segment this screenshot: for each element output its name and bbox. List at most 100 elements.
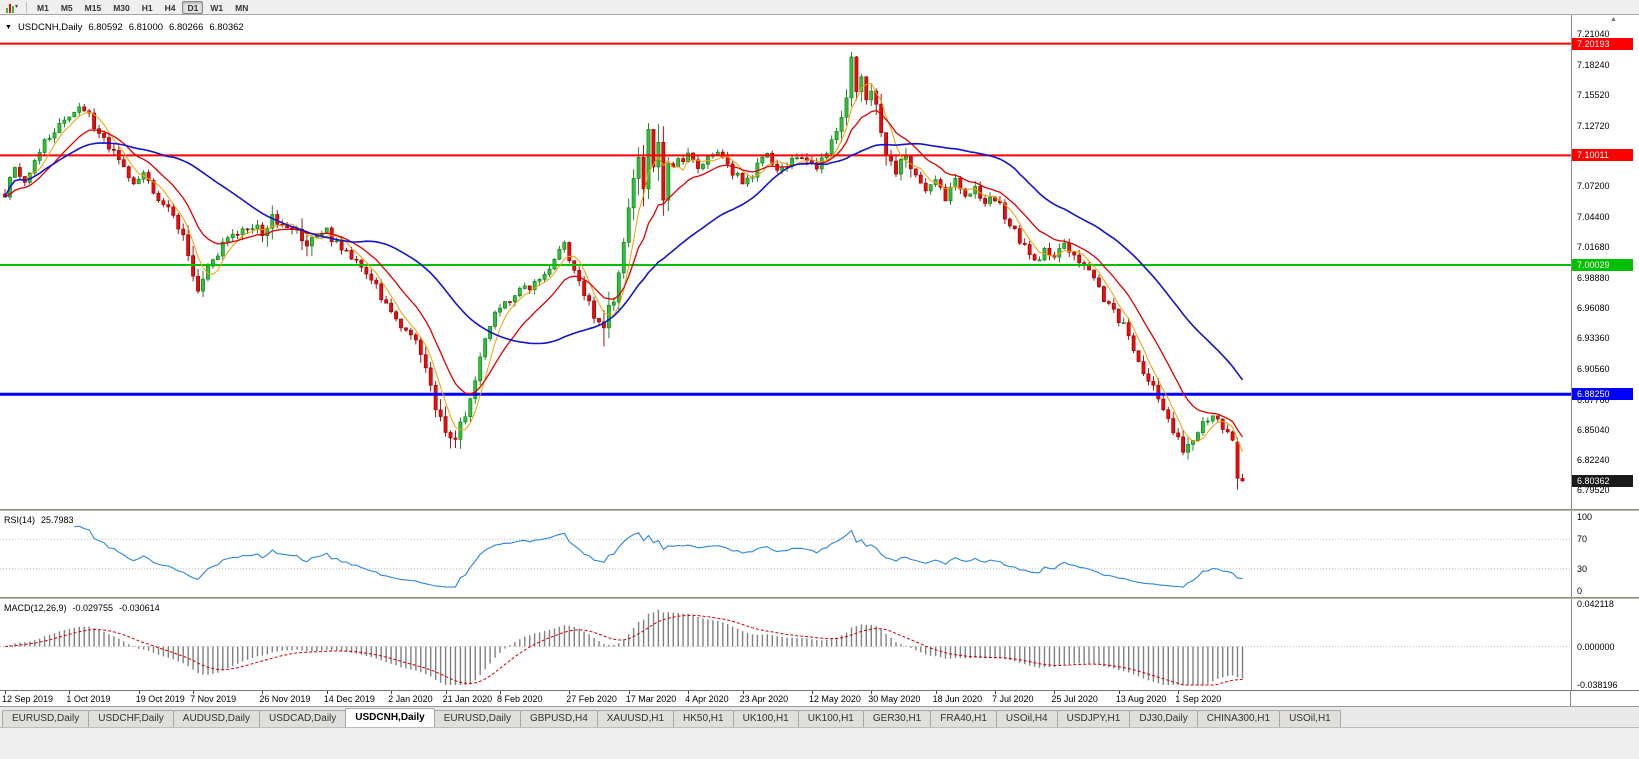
candle-down	[894, 160, 898, 175]
chart-tab-usdchf-daily[interactable]: USDCHF,Daily	[88, 710, 174, 727]
chart-tab-eurusd-daily[interactable]: EURUSD,Daily	[2, 710, 90, 727]
price-axis-label: 7.18240	[1577, 60, 1610, 71]
chart-tab-china300-h1[interactable]: CHINA300,H1	[1196, 710, 1281, 727]
candle-up	[621, 241, 626, 274]
candle-down	[507, 301, 512, 303]
rsi-axis-label: 100	[1577, 512, 1593, 522]
date-tick	[742, 691, 744, 694]
date-axis-label: 19 Oct 2019	[135, 694, 185, 704]
chart-tab-usdcad-daily[interactable]: USDCAD,Daily	[259, 710, 347, 727]
main-chart-panel[interactable]: ▼ USDCNH,Daily 6.80592 6.81000 6.80266 6…	[0, 15, 1639, 509]
macd-signal-line	[4, 614, 1243, 686]
macd-panel[interactable]: MACD(12,26,9) -0.029755 -0.030614 0.0421…	[0, 599, 1639, 690]
macd-axis-label: 0.042118	[1577, 599, 1614, 609]
candle-down	[1176, 432, 1181, 438]
chart-tab-hk50-h1[interactable]: HK50,H1	[673, 710, 734, 727]
chart-type-dropdown[interactable]: ▾	[3, 2, 21, 13]
candlestick-chart[interactable]	[0, 15, 1571, 509]
macd-axis: 0.042118 0.000000 -0.038196	[1571, 599, 1639, 690]
candle-down	[814, 162, 819, 170]
date-axis-label: 1 Oct 2019	[66, 694, 111, 704]
candle-down	[577, 270, 582, 282]
candle-up	[57, 123, 62, 134]
timeframe-button-mn[interactable]: MN	[235, 2, 249, 13]
candle-down	[245, 228, 250, 231]
candlestick-chart-icon	[9, 3, 11, 13]
timeframe-button-w1[interactable]: W1	[210, 2, 224, 13]
timeframe-button-m5[interactable]: M5	[60, 2, 73, 13]
chart-tab-usdjpy-h1[interactable]: USDJPY,H1	[1056, 710, 1131, 727]
candle-down	[413, 334, 418, 341]
date-tick	[138, 691, 140, 694]
chart-tab-uk100-h1[interactable]: UK100,H1	[797, 710, 864, 727]
candle-down	[1230, 431, 1235, 441]
candle-up	[903, 156, 908, 160]
candle-down	[423, 354, 428, 369]
rsi-indicator-value: 25.7983	[41, 515, 74, 525]
candle-down	[800, 157, 804, 159]
date-tick	[445, 691, 447, 694]
candle-up	[829, 139, 834, 154]
scroll-up-icon[interactable]: ▲	[1610, 16, 1617, 23]
chart-tab-uk100-h1[interactable]: UK100,H1	[732, 710, 799, 727]
date-axis-label: 21 Jan 2020	[442, 694, 493, 704]
date-axis-label: 7 Nov 2019	[190, 694, 237, 704]
timeframe-button-h1[interactable]: H1	[141, 2, 153, 13]
chart-tab-eurusd-daily[interactable]: EURUSD,Daily	[433, 710, 521, 727]
candle-down	[151, 180, 156, 194]
chart-tab-xauusd-h1[interactable]: XAUUSD,H1	[596, 710, 675, 727]
candle-up	[542, 274, 547, 280]
candle-up	[859, 76, 864, 92]
candle-down	[1235, 441, 1240, 479]
timeframe-button-m1[interactable]: M1	[37, 2, 49, 13]
candle-down	[1002, 202, 1007, 220]
macd-indicator-name: MACD(12,26,9)	[4, 603, 67, 613]
rsi-line	[74, 525, 1243, 588]
panel-separator[interactable]	[0, 597, 1639, 599]
date-tick	[5, 691, 6, 694]
chart-menu-caret-icon[interactable]: ▼	[5, 24, 12, 31]
macd-chart[interactable]	[0, 599, 1571, 690]
chart-tab-usdcnh-daily[interactable]: USDCNH,Daily	[345, 708, 435, 727]
candle-up	[67, 116, 72, 121]
candle-down	[1151, 381, 1156, 386]
rsi-chart[interactable]	[0, 511, 1571, 597]
candle-up	[849, 56, 854, 99]
candle-up	[953, 177, 958, 188]
candle-down	[597, 318, 601, 323]
price-axis: ▲ 7.210407.182407.155207.127207.100007.0…	[1571, 15, 1639, 509]
timeframe-button-m30[interactable]: M30	[113, 2, 130, 13]
candle-down	[1146, 373, 1151, 382]
panel-separator[interactable]	[0, 509, 1639, 511]
chart-tab-fra40-h1[interactable]: FRA40,H1	[930, 710, 997, 727]
rsi-panel[interactable]: RSI(14) 25.7983 100 70 30 0	[0, 511, 1639, 597]
timeframe-button-h4[interactable]: H4	[164, 2, 176, 13]
date-tick	[995, 691, 996, 694]
timeframe-button-d1[interactable]: D1	[182, 0, 204, 14]
chart-tab-audusd-daily[interactable]: AUDUSD,Daily	[172, 710, 261, 727]
chart-tab-usoil-h1[interactable]: USOil,H1	[1279, 710, 1341, 727]
candle-down	[1126, 322, 1131, 337]
candle-up	[899, 158, 903, 175]
chart-tab-gbpusd-h4[interactable]: GBPUSD,H4	[519, 710, 598, 727]
candle-down	[1166, 409, 1171, 419]
date-tick	[500, 691, 501, 694]
candle-up	[463, 416, 468, 423]
toolbar-separator	[26, 1, 28, 13]
date-axis-label: 4 Apr 2020	[685, 694, 729, 704]
date-tick	[391, 691, 393, 694]
candle-down	[305, 240, 309, 247]
price-line-badge: 7.20193	[1572, 37, 1633, 50]
candle-down	[1171, 418, 1176, 434]
candle-down	[453, 437, 458, 440]
chart-tab-ger30-h1[interactable]: GER30,H1	[862, 710, 932, 727]
candle-down	[389, 302, 394, 313]
timeframe-button-m15[interactable]: M15	[84, 2, 102, 13]
chart-tab-usoil-h4[interactable]: USOil,H4	[995, 710, 1058, 727]
candle-down	[1092, 269, 1096, 279]
chart-tab-dj30-daily[interactable]: DJ30,Daily	[1129, 710, 1198, 727]
candle-up	[522, 285, 527, 289]
candle-down	[354, 258, 359, 261]
candle-down	[1215, 415, 1220, 420]
